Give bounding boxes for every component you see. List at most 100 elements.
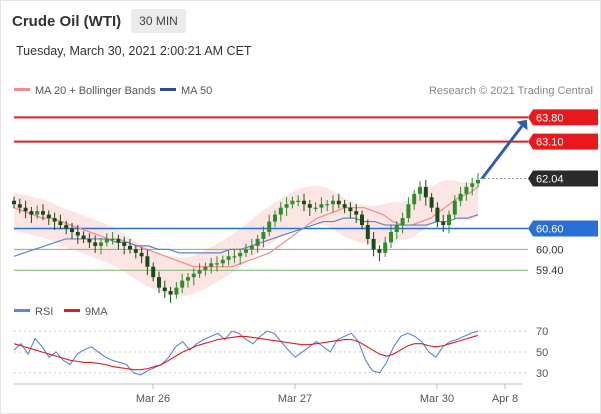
level-label-60.00: 60.00 (536, 244, 564, 256)
level-label-63.10: 63.10 (536, 137, 564, 149)
level-label-59.40: 59.40 (536, 265, 564, 277)
candle-body (174, 287, 179, 295)
candle-body (313, 207, 318, 209)
candle-body (342, 204, 347, 208)
candle-body (232, 256, 237, 258)
candle-body (249, 245, 254, 250)
rsi-line (13, 330, 479, 376)
candle-body (389, 232, 393, 243)
rsi-ma-line (13, 334, 479, 371)
candle-body (418, 186, 422, 194)
ma50-legend-swatch (160, 88, 176, 91)
rsi-ma-legend-label: 9MA (85, 306, 108, 318)
candle-body (75, 232, 80, 236)
candle-body (278, 207, 283, 215)
x-axis: Mar 26 Mar 27 Mar 30 Apr 8 (14, 383, 522, 405)
level-tag-63.80 (528, 109, 598, 126)
rsi-ma-legend-swatch (64, 309, 80, 312)
rsi-panel: 70 50 30 (13, 326, 548, 380)
candle-body (215, 263, 219, 265)
level-label-60.60: 60.60 (536, 224, 564, 236)
level-label-62.04: 62.04 (536, 174, 564, 186)
candle-body (238, 252, 243, 257)
level-label-63.80: 63.80 (536, 112, 564, 124)
candle-body (307, 204, 312, 208)
candle-body (46, 214, 51, 219)
x-tick-label: Mar 27 (278, 393, 312, 405)
candle-body (157, 277, 161, 288)
candle-body (180, 280, 185, 288)
candle-body (423, 186, 428, 198)
candle-body (296, 200, 301, 202)
forecast-arrow (480, 119, 528, 180)
candle-body (209, 263, 214, 267)
x-tick-label: Apr 8 (492, 393, 518, 405)
candle-body (447, 214, 451, 226)
candle-body (394, 225, 399, 232)
level-tag-63.10 (528, 133, 598, 150)
candle-body (12, 200, 16, 205)
candle-body (255, 238, 260, 246)
candle-body (133, 249, 138, 253)
candle-body (273, 214, 277, 222)
candle-body (128, 245, 132, 250)
candle-body (360, 214, 364, 226)
x-tick-label: Mar 30 (420, 393, 454, 405)
candle-body (354, 211, 359, 215)
candle-body (325, 204, 330, 206)
candle-body (17, 204, 22, 208)
candle-body (290, 200, 295, 205)
candlesticks (12, 172, 480, 303)
candle-body (186, 277, 190, 281)
candle-body (331, 200, 335, 205)
level-tag-62.04 (528, 170, 598, 187)
candle-body (261, 232, 266, 239)
candle-body (58, 221, 63, 226)
candle-body (348, 207, 353, 212)
candle-body (220, 259, 225, 264)
candle-body (23, 207, 28, 212)
candle-body (93, 242, 98, 246)
candle-body (336, 200, 341, 205)
candle-body (383, 242, 388, 253)
chart-date: Tuesday, March 30, 2021 2:00:21 AM CET (16, 44, 252, 58)
candle-body (458, 193, 463, 201)
candle-body (191, 273, 196, 278)
timeframe-button[interactable]: 30 MIN (131, 9, 186, 33)
candle-body (162, 287, 167, 292)
candle-body (452, 200, 457, 215)
candle-body (412, 193, 417, 205)
candle-body (441, 221, 446, 226)
candle-body (464, 186, 469, 194)
rsi-legend-label: RSI (35, 306, 53, 318)
candle-body (151, 266, 156, 278)
candle-body (284, 204, 289, 208)
candle-body (203, 266, 208, 271)
candle-body (365, 225, 370, 239)
candle-body (226, 256, 231, 260)
candle-body (99, 242, 103, 246)
candle-body (104, 238, 109, 243)
candle-body (70, 228, 74, 232)
level-labels: 63.80 63.10 62.04 60.60 60.00 59.40 (528, 109, 598, 277)
ma20-legend-label: MA 20 + Bollinger Bands (35, 85, 156, 97)
x-tick-label: Mar 26 (136, 393, 170, 405)
candle-body (406, 204, 411, 219)
chart-header: Crude Oil (WTI) 30 MIN (12, 8, 186, 34)
candle-body (110, 238, 115, 241)
candle-body (267, 221, 272, 232)
candle-body (244, 249, 248, 253)
forecast-arrow-shaft (480, 125, 524, 180)
candle-body (81, 235, 86, 239)
candle-body (145, 256, 150, 267)
forecast-arrow-head (516, 119, 528, 131)
instrument-title: Crude Oil (WTI) (12, 12, 122, 30)
candle-body (435, 207, 440, 222)
candle-body (168, 291, 173, 295)
candle-body (29, 211, 34, 215)
ma50-legend-label: MA 50 (181, 85, 212, 97)
candle-body (400, 218, 405, 226)
candle-body (302, 200, 306, 205)
rsi-legend-swatch (14, 309, 30, 312)
candle-body (87, 238, 92, 243)
